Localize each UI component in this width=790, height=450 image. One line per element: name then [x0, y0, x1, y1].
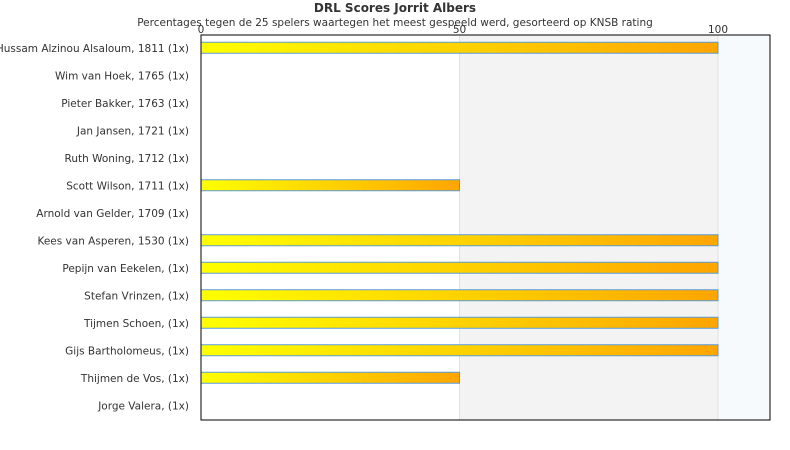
plot-frame	[200, 34, 771, 421]
bar	[200, 234, 719, 247]
plot-band	[459, 35, 718, 420]
bar	[200, 371, 460, 384]
category-label: Ruth Woning, 1712 (1x)	[65, 153, 190, 165]
category-label: Stefan Vrinzen, (1x)	[84, 290, 189, 302]
category-label: Scott Wilson, 1711 (1x)	[66, 180, 189, 192]
category-label: Jorge Valera, (1x)	[97, 400, 189, 412]
bar	[200, 289, 719, 302]
bar	[200, 316, 719, 329]
category-label: Hussam Alzinou Alsaloum, 1811 (1x)	[0, 43, 189, 55]
category-label: Arnold van Gelder, 1709 (1x)	[36, 208, 189, 220]
category-label: Tijmen Schoen, (1x)	[83, 318, 189, 330]
category-label: Pepijn van Eekelen, (1x)	[62, 263, 189, 275]
x-tick-label: 0	[198, 24, 205, 36]
category-label: Gijs Bartholomeus, (1x)	[65, 345, 189, 357]
x-tick-label: 100	[708, 24, 728, 36]
bar	[200, 41, 719, 54]
plot-band	[718, 35, 770, 420]
bar	[200, 179, 460, 192]
plot-band	[201, 35, 460, 420]
bar	[200, 344, 719, 357]
bar	[200, 261, 719, 274]
category-label: Thijmen de Vos, (1x)	[80, 373, 189, 385]
category-label: Jan Jansen, 1721 (1x)	[76, 125, 189, 137]
chart-subtitle: Percentages tegen de 25 spelers waartege…	[137, 17, 653, 29]
category-label: Kees van Asperen, 1530 (1x)	[37, 235, 189, 247]
x-tick-label: 50	[453, 24, 466, 36]
category-label: Wim van Hoek, 1765 (1x)	[55, 70, 189, 82]
category-label: Pieter Bakker, 1763 (1x)	[61, 98, 189, 110]
chart-title: DRL Scores Jorrit Albers	[314, 1, 476, 15]
